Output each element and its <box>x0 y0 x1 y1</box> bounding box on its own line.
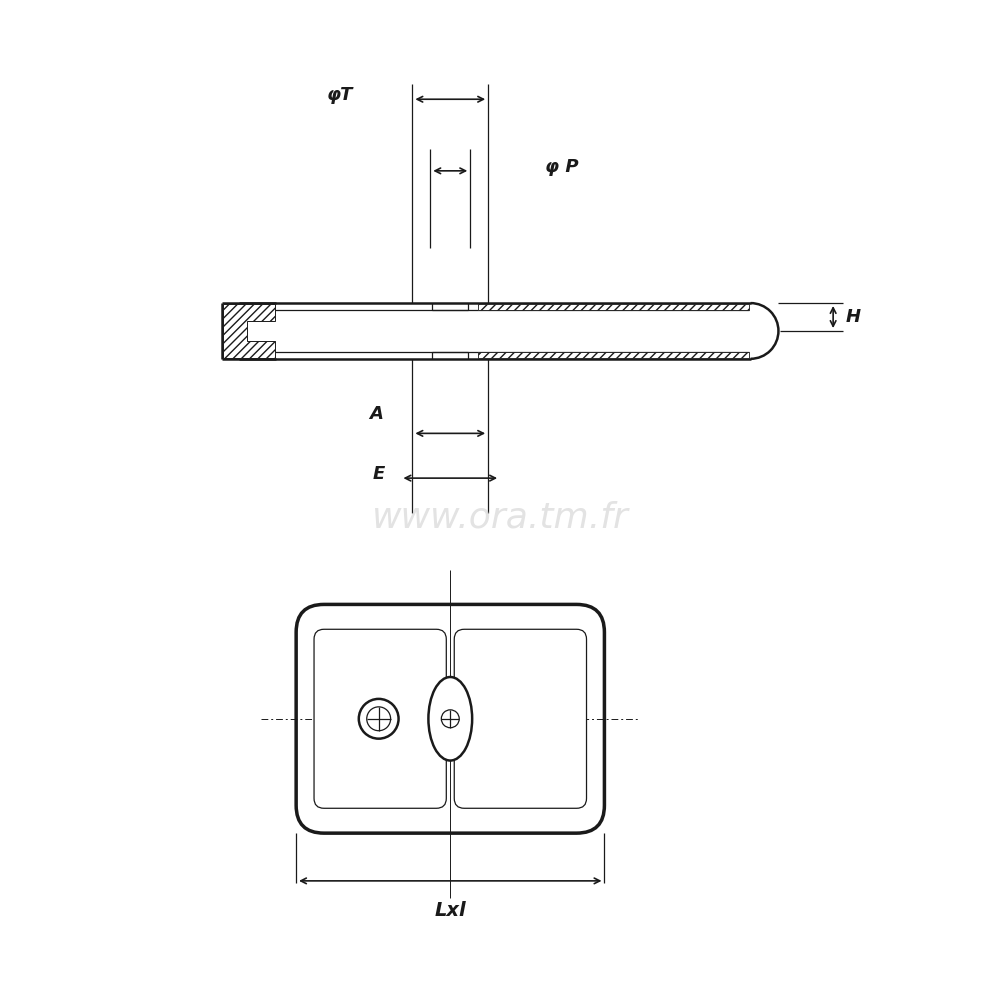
FancyBboxPatch shape <box>454 629 587 808</box>
Circle shape <box>359 699 399 739</box>
FancyBboxPatch shape <box>314 629 446 808</box>
Text: A: A <box>369 405 383 423</box>
Polygon shape <box>478 304 749 310</box>
Text: φ P: φ P <box>545 158 578 176</box>
Text: φT: φT <box>326 86 353 104</box>
Circle shape <box>441 710 459 728</box>
Polygon shape <box>223 304 275 358</box>
FancyBboxPatch shape <box>296 604 604 833</box>
Polygon shape <box>478 352 749 358</box>
Text: Lxl: Lxl <box>434 901 466 920</box>
Text: www.ora.tm.fr: www.ora.tm.fr <box>372 501 628 535</box>
Circle shape <box>367 707 391 731</box>
Text: E: E <box>372 465 385 483</box>
Text: H: H <box>846 308 861 326</box>
Ellipse shape <box>428 677 472 761</box>
